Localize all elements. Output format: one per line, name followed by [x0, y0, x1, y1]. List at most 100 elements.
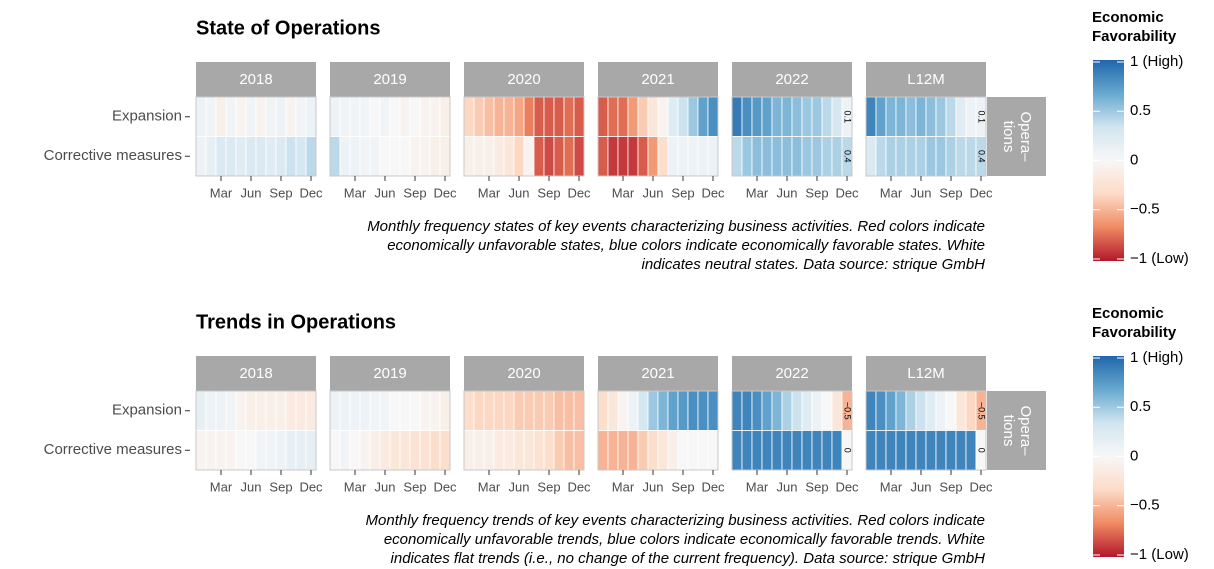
heat-cell	[419, 390, 431, 431]
heat-cell	[235, 390, 247, 431]
heat-cell	[255, 390, 267, 431]
heat-cell	[493, 390, 505, 431]
heat-cell	[329, 136, 341, 177]
legend-tick-label: −0.5	[1130, 201, 1160, 218]
heat-cell	[637, 96, 649, 137]
heat-cell	[563, 136, 575, 177]
heat-cell	[463, 136, 475, 177]
heat-cell	[925, 96, 937, 137]
x-tick-label: Mar	[478, 479, 501, 494]
x-tick-label: Dec	[969, 479, 993, 494]
heat-cell	[439, 136, 451, 177]
facet-label: 2019	[373, 71, 406, 88]
heat-cell	[379, 430, 391, 471]
facet-label: 2020	[507, 71, 540, 88]
heat-cell	[409, 136, 421, 177]
facet-strip	[866, 356, 986, 391]
heat-cell	[647, 430, 659, 471]
row-strip-label: tions	[1000, 415, 1017, 447]
heat-cell	[915, 96, 927, 137]
heat-cell	[553, 136, 565, 177]
facet-label: L12M	[907, 365, 945, 382]
heat-cell	[409, 390, 421, 431]
facet-label: 2022	[775, 365, 808, 382]
x-tick-label: Mar	[344, 185, 367, 200]
panel-border	[463, 96, 585, 177]
heat-cell	[657, 136, 669, 177]
heat-cell	[235, 430, 247, 471]
heat-cell	[369, 390, 381, 431]
panel-border	[195, 390, 317, 471]
heat-cell	[751, 430, 763, 471]
heat-cell	[761, 136, 773, 177]
heat-cell	[225, 96, 237, 137]
heat-cell	[781, 430, 793, 471]
heat-cell	[533, 430, 545, 471]
heat-cell	[831, 430, 843, 471]
heat-cell	[687, 390, 699, 431]
x-tick-label: Jun	[911, 185, 932, 200]
heat-cell	[389, 430, 401, 471]
heat-cell	[399, 96, 411, 137]
x-tick-label: Sep	[805, 479, 828, 494]
heat-cell	[513, 430, 525, 471]
heat-cell	[305, 390, 317, 431]
heat-cell	[607, 96, 619, 137]
heat-cell	[667, 430, 679, 471]
facet-label: 2020	[507, 365, 540, 382]
heat-cell	[195, 390, 207, 431]
heat-cell	[295, 136, 307, 177]
heat-cell	[523, 96, 535, 137]
caption: Monthly frequency trends of key events c…	[366, 512, 985, 529]
legend-tick-label: 0.5	[1130, 102, 1151, 119]
heat-cell	[811, 96, 823, 137]
facet-strip	[196, 356, 316, 391]
heat-cell	[895, 430, 907, 471]
heat-cell	[473, 430, 485, 471]
heat-cell	[781, 390, 793, 431]
facet-label: 2021	[641, 71, 674, 88]
heat-cell	[791, 136, 803, 177]
heat-cell	[945, 96, 957, 137]
heat-cell	[741, 430, 753, 471]
heat-cell	[285, 96, 297, 137]
heat-cell	[483, 390, 495, 431]
heat-cell	[791, 96, 803, 137]
panel-border	[329, 390, 451, 471]
heat-cell	[265, 136, 277, 177]
heat-cell	[707, 430, 719, 471]
legend-tick-label: 0	[1130, 151, 1138, 168]
heat-cell	[439, 390, 451, 431]
heat-cell	[329, 96, 341, 137]
heat-cell	[865, 430, 877, 471]
x-tick-label: Jun	[777, 479, 798, 494]
heat-cell	[439, 430, 451, 471]
heat-cell	[563, 430, 575, 471]
facet-label: L12M	[907, 71, 945, 88]
heat-cell	[295, 430, 307, 471]
heat-cell	[473, 96, 485, 137]
heat-cell	[731, 96, 743, 137]
x-tick-label: Mar	[880, 185, 903, 200]
panel-border	[865, 390, 987, 471]
heat-cell	[647, 136, 659, 177]
heat-cell	[875, 136, 887, 177]
heat-cell	[667, 390, 679, 431]
heat-cell	[811, 136, 823, 177]
facet-strip	[464, 356, 584, 391]
cell-label: 0	[843, 448, 853, 453]
heat-cell	[965, 96, 977, 137]
heat-cell	[429, 430, 441, 471]
heat-cell	[573, 390, 585, 431]
heat-cell	[667, 96, 679, 137]
heat-cell	[275, 136, 287, 177]
panel-border	[597, 96, 719, 177]
x-tick-label: Dec	[567, 479, 591, 494]
panel-border	[865, 96, 987, 177]
heat-cell	[935, 430, 947, 471]
x-tick-label: Jun	[241, 185, 262, 200]
heat-cell	[429, 96, 441, 137]
facet-label: 2022	[775, 71, 808, 88]
heat-cell	[379, 390, 391, 431]
heat-cell	[637, 430, 649, 471]
